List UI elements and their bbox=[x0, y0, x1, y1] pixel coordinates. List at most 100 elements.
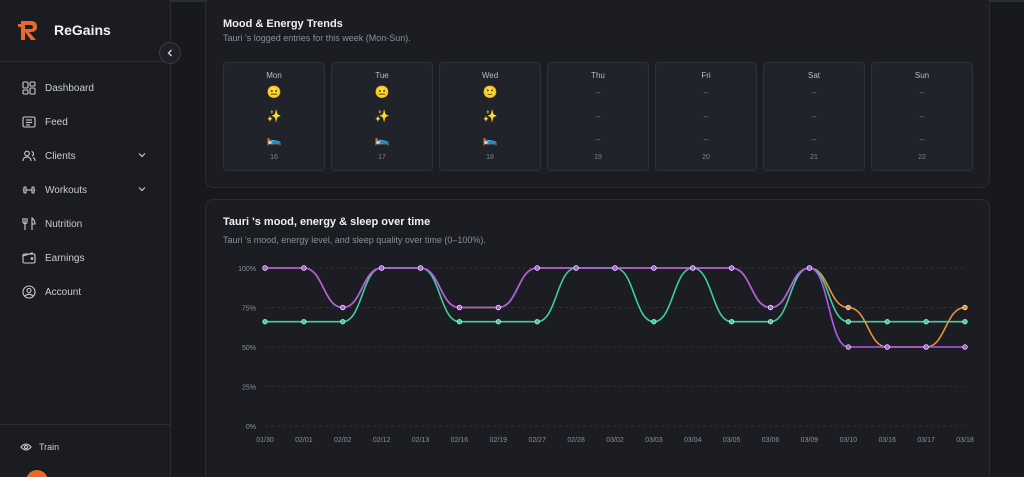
y-tick-label: 25% bbox=[242, 385, 256, 392]
data-point[interactable] bbox=[456, 319, 463, 325]
card-subtitle: Tauri 's mood, energy level, and sleep q… bbox=[223, 235, 486, 245]
sidebar-item-dashboard[interactable]: Dashboard bbox=[0, 71, 171, 105]
sidebar: ReGains Dashboard Feed Clients Workouts Nutr… bbox=[0, 0, 171, 477]
day-card-mon[interactable]: Mon 😐 ✨ 🛌 16 bbox=[223, 62, 325, 171]
day-date: 17 bbox=[378, 154, 386, 161]
data-point[interactable] bbox=[612, 265, 618, 271]
mood-value: 😐 bbox=[266, 85, 282, 99]
data-point[interactable] bbox=[534, 319, 540, 325]
data-point[interactable] bbox=[651, 265, 657, 271]
day-card-sat[interactable]: Sat – – – 21 bbox=[763, 62, 865, 171]
data-point[interactable] bbox=[845, 344, 851, 350]
data-point[interactable] bbox=[923, 319, 929, 325]
y-tick-label: 75% bbox=[242, 306, 256, 313]
sleep-value: – bbox=[919, 134, 925, 144]
day-name: Mon bbox=[266, 71, 282, 80]
x-tick-label: 02/01 bbox=[295, 437, 313, 444]
data-point[interactable] bbox=[729, 319, 735, 325]
data-point[interactable] bbox=[456, 304, 463, 311]
data-point[interactable] bbox=[301, 319, 307, 325]
chevron-down-icon bbox=[138, 187, 146, 192]
data-point[interactable] bbox=[845, 304, 851, 311]
energy-value: ✨ bbox=[266, 109, 282, 123]
x-tick-label: 02/28 bbox=[567, 437, 585, 444]
x-tick-label: 03/16 bbox=[878, 437, 896, 444]
train-mode-toggle[interactable]: Train bbox=[20, 442, 59, 452]
data-point[interactable] bbox=[340, 304, 346, 311]
mood-value: 😐 bbox=[374, 85, 390, 99]
day-name: Wed bbox=[481, 71, 499, 80]
data-point[interactable] bbox=[767, 319, 774, 325]
energy-value: – bbox=[811, 111, 817, 121]
y-tick-label: 50% bbox=[242, 345, 256, 352]
regains-logo-icon bbox=[18, 21, 37, 40]
day-card-thu[interactable]: Thu – – – 19 bbox=[547, 62, 649, 171]
data-point[interactable] bbox=[884, 344, 890, 350]
avatar[interactable] bbox=[26, 470, 48, 477]
day-date: 21 bbox=[810, 154, 818, 161]
data-point[interactable] bbox=[845, 319, 851, 325]
x-tick-label: 02/12 bbox=[373, 437, 391, 444]
data-point[interactable] bbox=[495, 319, 501, 325]
data-point[interactable] bbox=[340, 319, 346, 325]
data-point[interactable] bbox=[962, 304, 968, 311]
data-point[interactable] bbox=[884, 319, 890, 325]
card-subtitle: Tauri 's logged entries for this week (M… bbox=[223, 33, 411, 43]
sidebar-item-clients[interactable]: Clients bbox=[0, 139, 171, 173]
user-circle-icon bbox=[22, 285, 36, 299]
day-date: 22 bbox=[918, 154, 926, 161]
x-tick-label: 03/17 bbox=[917, 437, 935, 444]
x-tick-label: 03/10 bbox=[840, 437, 858, 444]
data-point[interactable] bbox=[806, 265, 813, 271]
data-point[interactable] bbox=[651, 319, 657, 325]
sidebar-item-earnings[interactable]: Earnings bbox=[0, 241, 171, 275]
mood-value: – bbox=[811, 87, 817, 97]
sidebar-item-feed[interactable]: Feed bbox=[0, 105, 171, 139]
brand-name: ReGains bbox=[54, 22, 111, 38]
sidebar-item-account[interactable]: Account bbox=[0, 275, 171, 309]
data-point[interactable] bbox=[495, 304, 501, 311]
data-point[interactable] bbox=[573, 265, 579, 271]
sidebar-nav: Dashboard Feed Clients Workouts Nutrition Ear… bbox=[0, 71, 171, 309]
data-point[interactable] bbox=[262, 319, 268, 325]
data-point[interactable] bbox=[301, 265, 307, 271]
data-point[interactable] bbox=[379, 265, 385, 271]
sidebar-item-label: Earnings bbox=[45, 252, 85, 264]
mood-value: – bbox=[595, 87, 601, 97]
day-name: Fri bbox=[701, 71, 711, 80]
sidebar-item-label: Account bbox=[45, 286, 82, 298]
chevron-left-icon bbox=[167, 49, 172, 57]
data-point[interactable] bbox=[262, 265, 268, 271]
sidebar-item-label: Clients bbox=[45, 150, 76, 162]
y-tick-label: 0% bbox=[246, 424, 256, 431]
divider bbox=[0, 424, 171, 425]
day-card-wed[interactable]: Wed 🙂 ✨ 🛌 18 bbox=[439, 62, 541, 171]
data-point[interactable] bbox=[729, 265, 735, 271]
day-date: 18 bbox=[486, 154, 494, 161]
data-point[interactable] bbox=[417, 265, 424, 271]
sidebar-item-nutrition[interactable]: Nutrition bbox=[0, 207, 171, 241]
x-tick-label: 03/03 bbox=[645, 437, 663, 444]
collapse-sidebar-button[interactable] bbox=[159, 42, 181, 64]
brand[interactable]: ReGains bbox=[18, 18, 111, 42]
chevron-down-icon bbox=[138, 153, 146, 158]
mood-energy-trends-card: Mood & Energy Trends Tauri 's logged ent… bbox=[205, 0, 990, 188]
day-card-sun[interactable]: Sun – – – 22 bbox=[871, 62, 973, 171]
data-point[interactable] bbox=[534, 265, 540, 271]
sleep-value: 🛌 bbox=[374, 132, 390, 146]
x-tick-label: 02/27 bbox=[528, 437, 546, 444]
sidebar-item-label: Dashboard bbox=[45, 82, 94, 94]
x-tick-label: 03/18 bbox=[956, 437, 974, 444]
day-card-fri[interactable]: Fri – – – 20 bbox=[655, 62, 757, 171]
sidebar-item-workouts[interactable]: Workouts bbox=[0, 173, 171, 207]
data-point[interactable] bbox=[690, 265, 696, 271]
data-point[interactable] bbox=[962, 319, 968, 325]
mood-value: 🙂 bbox=[482, 85, 498, 99]
day-date: 16 bbox=[270, 154, 278, 161]
data-point[interactable] bbox=[923, 344, 929, 350]
data-point[interactable] bbox=[962, 344, 968, 350]
data-point[interactable] bbox=[767, 304, 774, 311]
x-tick-label: 02/16 bbox=[451, 437, 469, 444]
day-card-tue[interactable]: Tue 😐 ✨ 🛌 17 bbox=[331, 62, 433, 171]
